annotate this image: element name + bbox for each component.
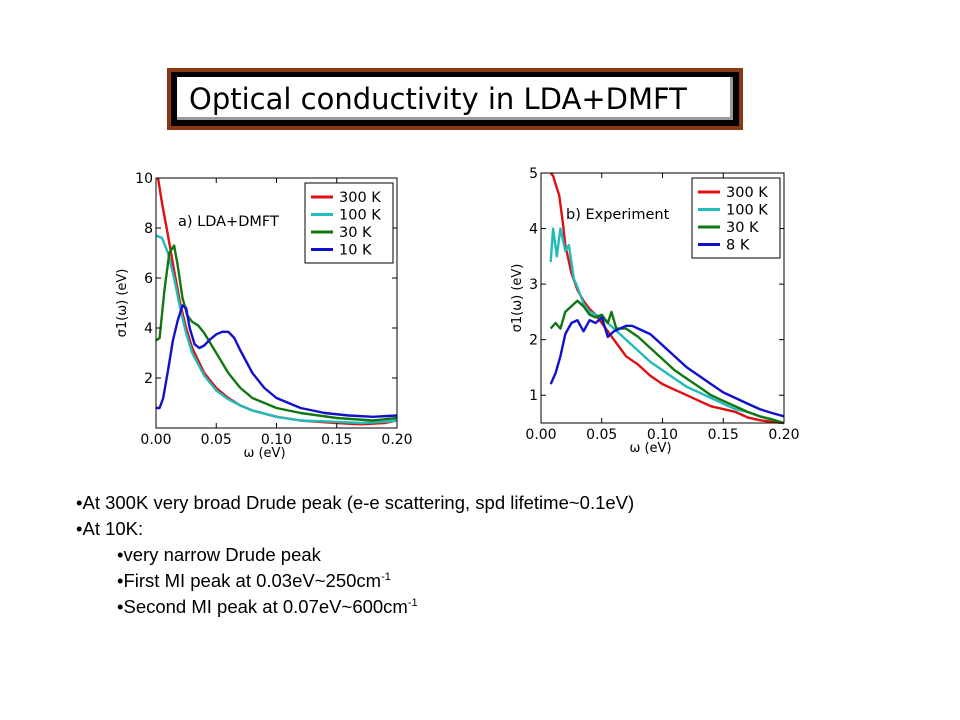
- chart-b: 0.00 0.05 0.10 0.15 0.20 1 2 3 4 5 ω (eV) σ1(ω) (eV…: [510, 160, 800, 456]
- bullet-4: •First MI peak at 0.03eV~250cm-1: [117, 570, 391, 591]
- chart-a-x-tick-label-3: 0.10: [261, 432, 292, 448]
- title-frame: Optical conductivity in LDA+DMFT: [167, 68, 743, 130]
- chart-b-legend-label-2: 100 K: [726, 203, 768, 219]
- title-panel: Optical conductivity in LDA+DMFT: [177, 77, 733, 120]
- bullet-3: •very narrow Drude peak: [117, 544, 321, 565]
- chart-b-y-axis-label: σ1(ω) (eV): [510, 264, 525, 333]
- chart-b-x-tick-label-4: 0.15: [708, 427, 739, 443]
- chart-b-clip-mask: [539, 160, 786, 173]
- chart-a-x-tick-label-4: 0.15: [321, 432, 352, 448]
- chart-a-y-tick-label-5: 10: [135, 171, 153, 187]
- chart-a-series-line-2: [155, 234, 398, 425]
- chart-a-x-tick-label-1: 0.00: [140, 432, 171, 448]
- chart-a-series-line-1: [154, 165, 398, 426]
- chart-b-series-line-2: [549, 227, 785, 425]
- chart-a-series-line-4: [156, 304, 398, 419]
- chart-b-series-line-1: [549, 172, 785, 425]
- bullet-list: •At 300K very broad Drude peak (e-e scat…: [76, 490, 634, 620]
- chart-a: 0.00 0.05 0.10 0.15 0.20 2 4 6 8 10 ω (eV) σ1(ω) (e…: [115, 165, 413, 461]
- chart-b-y-tick-label-1: 1: [529, 388, 538, 404]
- chart-a-x-tick-label-5: 0.20: [381, 432, 412, 448]
- chart-a-legend-label-2: 100 K: [339, 208, 381, 224]
- slide-title: Optical conductivity in LDA+DMFT: [189, 82, 687, 116]
- chart-a-x-axis-label: ω (eV): [243, 446, 285, 461]
- chart-b-x-axis-label: ω (eV): [629, 441, 671, 456]
- bullet-5: •Second MI peak at 0.07eV~600cm-1: [117, 596, 418, 617]
- chart-a-series-line-3: [155, 244, 398, 422]
- bullet-1: •At 300K very broad Drude peak (e-e scat…: [76, 492, 635, 513]
- chart-a-legend-label-4: 10 K: [339, 243, 372, 259]
- chart-b-legend-label-4: 8 K: [726, 238, 750, 254]
- chart-a-x-tick-label-2: 0.05: [201, 432, 232, 448]
- chart-b-x-tick-label-3: 0.10: [647, 427, 678, 443]
- chart-b-y-tick-label-3: 3: [529, 277, 538, 293]
- chart-a-y-tick-label-2: 4: [144, 321, 153, 337]
- chart-a-y-axis-label: σ1(ω) (eV): [115, 269, 130, 338]
- chart-a-panel-label: a) LDA+DMFT: [178, 214, 279, 230]
- chart-b-x-tick-label-1: 0.00: [525, 427, 556, 443]
- chart-a-legend-label-1: 300 K: [339, 190, 381, 206]
- chart-a-y-tick-label-1: 2: [144, 371, 153, 387]
- chart-b-legend-label-1: 300 K: [726, 185, 768, 201]
- chart-b-y-tick-label-2: 2: [529, 333, 538, 349]
- chart-b-y-tick-label-4: 4: [529, 222, 538, 238]
- chart-b-series-line-4: [549, 316, 785, 418]
- chart-a-y-tick-label-4: 8: [144, 221, 153, 237]
- chart-a-clip-mask: [154, 165, 399, 178]
- chart-a-legend-label-3: 30 K: [339, 225, 372, 241]
- chart-b-series-line-3: [549, 299, 785, 425]
- chart-b-x-tick-label-2: 0.05: [586, 427, 617, 443]
- chart-a-y-tick-label-3: 6: [144, 271, 153, 287]
- chart-b-y-tick-label-5: 5: [529, 166, 538, 182]
- chart-b-legend-label-3: 30 K: [726, 220, 759, 236]
- bullet-2: •At 10K:: [76, 518, 144, 539]
- chart-b-panel-label: b) Experiment: [566, 207, 670, 223]
- chart-b-x-tick-label-5: 0.20: [768, 427, 799, 443]
